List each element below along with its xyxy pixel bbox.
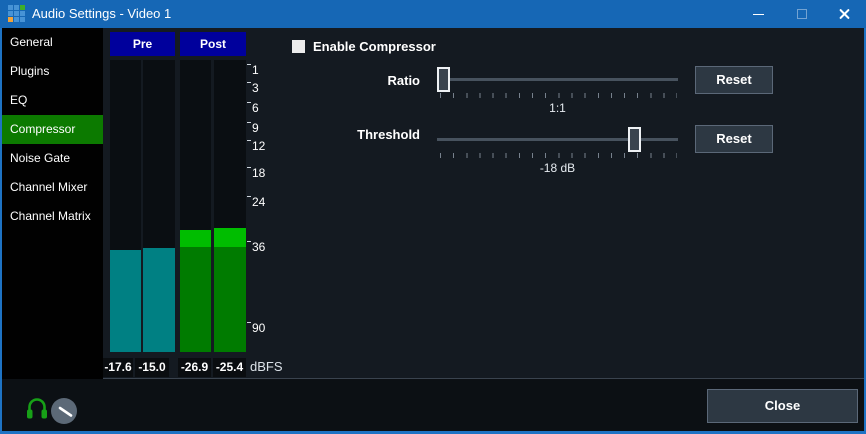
scale-tick bbox=[247, 82, 251, 83]
threshold-label: Threshold bbox=[357, 127, 420, 142]
sidebar-item-channel-matrix[interactable]: Channel Matrix bbox=[10, 209, 91, 223]
ratio-value: 1:1 bbox=[549, 101, 566, 115]
window-border-left bbox=[0, 28, 2, 434]
window-border-bottom bbox=[0, 431, 866, 434]
headphone-volume-knob[interactable] bbox=[51, 398, 77, 424]
window-title: Audio Settings - Video 1 bbox=[32, 6, 172, 21]
ratio-slider-thumb[interactable] bbox=[437, 67, 450, 92]
enable-compressor-checkbox[interactable] bbox=[292, 40, 305, 53]
scale-tick bbox=[247, 196, 251, 197]
meter-channel-post-right bbox=[214, 60, 246, 352]
scale-label: 24 bbox=[252, 195, 266, 209]
meter-value-post-right: -25.4 bbox=[213, 358, 246, 377]
meter-bar bbox=[214, 228, 246, 352]
ratio-label: Ratio bbox=[387, 73, 421, 88]
threshold-slider-thumb[interactable] bbox=[628, 127, 641, 152]
maximize-icon bbox=[797, 9, 807, 19]
scale-tick bbox=[247, 122, 251, 123]
sidebar-item-general[interactable]: General bbox=[10, 35, 53, 49]
knob-needle-icon bbox=[58, 406, 73, 417]
meter-bar bbox=[143, 248, 175, 352]
meter-bar-peak-segment bbox=[180, 230, 211, 247]
scale-label: 18 bbox=[252, 166, 266, 180]
meter-header-post: Post bbox=[180, 32, 246, 56]
scale-label: 1 bbox=[252, 63, 259, 77]
scale-label: 3 bbox=[252, 81, 259, 95]
meter-value-pre-right: -15.0 bbox=[135, 358, 169, 377]
enable-compressor-label: Enable Compressor bbox=[313, 39, 436, 54]
maximize-button[interactable] bbox=[780, 0, 823, 28]
sidebar-item-channel-mixer[interactable]: Channel Mixer bbox=[10, 180, 88, 194]
close-window-button[interactable] bbox=[823, 0, 866, 28]
meter-channel-pre-left bbox=[110, 60, 141, 352]
app-logo-icon bbox=[8, 5, 25, 22]
meter-bar-peak-segment bbox=[214, 228, 246, 247]
scale-label: 90 bbox=[252, 321, 266, 335]
ratio-slider-track[interactable] bbox=[437, 78, 678, 81]
meter-value-post-left: -26.9 bbox=[178, 358, 211, 377]
scale-label: 6 bbox=[252, 101, 259, 115]
scale-label: 36 bbox=[252, 240, 266, 254]
threshold-value: -18 dB bbox=[539, 161, 576, 175]
meter-bar bbox=[180, 230, 211, 352]
scale-label: 9 bbox=[252, 121, 259, 135]
sidebar-item-noise-gate[interactable]: Noise Gate bbox=[10, 151, 71, 165]
meter-channel-post-left bbox=[180, 60, 211, 352]
scale-label: 12 bbox=[252, 139, 266, 153]
meter-value-pre-left: -17.6 bbox=[103, 358, 133, 377]
threshold-slider-track[interactable] bbox=[437, 138, 678, 141]
minimize-icon bbox=[753, 14, 764, 15]
meter-header-pre: Pre bbox=[110, 32, 175, 56]
meter-bar bbox=[110, 250, 141, 352]
sidebar-item-plugins[interactable]: Plugins bbox=[10, 64, 50, 78]
ratio-slider-ticks bbox=[440, 93, 677, 98]
scale-tick bbox=[247, 241, 251, 242]
scale-tick bbox=[247, 64, 251, 65]
close-button[interactable]: Close bbox=[707, 389, 858, 423]
meter-channel-pre-right bbox=[143, 60, 175, 352]
settings-sidebar: General Plugins EQ Compressor Noise Gate… bbox=[2, 28, 103, 379]
minimize-button[interactable] bbox=[737, 0, 780, 28]
title-bar: Audio Settings - Video 1 bbox=[0, 0, 866, 28]
scale-tick bbox=[247, 167, 251, 168]
threshold-reset-button[interactable]: Reset bbox=[695, 125, 773, 153]
scale-tick bbox=[247, 102, 251, 103]
threshold-slider-ticks bbox=[440, 153, 677, 158]
window-border-right bbox=[864, 28, 866, 434]
headphones-icon[interactable] bbox=[26, 396, 48, 421]
meter-unit-label: dBFS bbox=[250, 359, 283, 374]
scale-tick bbox=[247, 322, 251, 323]
sidebar-item-compressor[interactable]: Compressor bbox=[2, 115, 103, 144]
scale-tick bbox=[247, 140, 251, 141]
ratio-reset-button[interactable]: Reset bbox=[695, 66, 773, 94]
sidebar-item-eq[interactable]: EQ bbox=[10, 93, 28, 107]
